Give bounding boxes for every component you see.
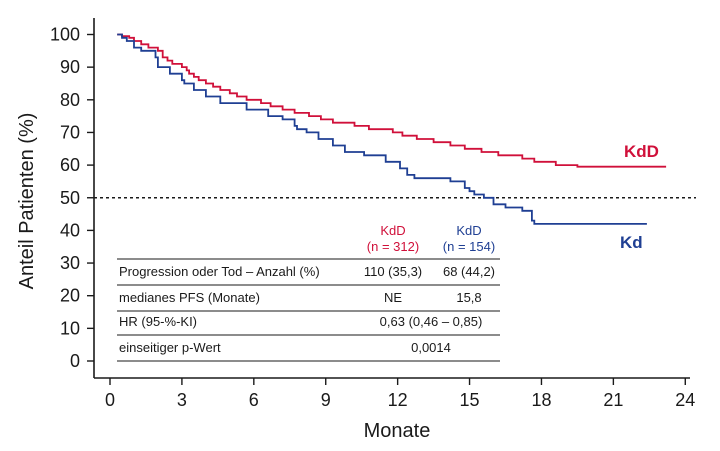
table-row-label: Progression oder Tod – Anzahl (%) xyxy=(119,264,320,279)
table-header-kdd-name: KdD xyxy=(380,223,405,238)
table-background xyxy=(112,215,502,363)
y-tick-label: 20 xyxy=(60,286,80,306)
x-axis-title: Monate xyxy=(364,420,431,442)
x-tick-label: 3 xyxy=(177,390,187,410)
table-cell-kd: 15,8 xyxy=(456,290,481,305)
series-label-kdd: KdD xyxy=(624,142,659,161)
table-row-label: einseitiger p-Wert xyxy=(119,340,221,355)
y-tick-label: 0 xyxy=(70,351,80,371)
y-axis-title: Anteil Patienten (%) xyxy=(16,113,38,290)
stats-table: KdD (n = 312) KdD (n = 154) Progression … xyxy=(112,215,502,363)
series-group xyxy=(117,33,667,225)
y-tick-label: 40 xyxy=(60,220,80,240)
table-row-label: HR (95-%-KI) xyxy=(119,314,197,329)
y-tick-label: 100 xyxy=(50,25,80,45)
table-cell-kd: 68 (44,2) xyxy=(443,264,495,279)
series-line-kd xyxy=(117,33,647,225)
table-cell-merged: 0,0014 xyxy=(411,340,451,355)
x-tick-label: 21 xyxy=(603,390,623,410)
y-tick-label: 50 xyxy=(60,188,80,208)
y-tick-labels: 0 10 20 30 40 50 60 70 80 90 100 xyxy=(50,25,94,371)
x-tick-label: 12 xyxy=(388,390,408,410)
table-cell-merged: 0,63 (0,46 – 0,85) xyxy=(380,314,483,329)
y-tick-label: 60 xyxy=(60,155,80,175)
series-label-kd: Kd xyxy=(620,233,643,252)
table-row-label: medianes PFS (Monate) xyxy=(119,290,260,305)
series-line-kdd xyxy=(117,33,667,168)
table-header-kd-name: KdD xyxy=(456,223,481,238)
y-tick-label: 90 xyxy=(60,57,80,77)
x-tick-label: 18 xyxy=(531,390,551,410)
x-tick-label: 15 xyxy=(460,390,480,410)
y-tick-label: 10 xyxy=(60,318,80,338)
y-tick-label: 80 xyxy=(60,90,80,110)
x-tick-label: 9 xyxy=(321,390,331,410)
x-tick-label: 0 xyxy=(105,390,115,410)
x-tick-label: 6 xyxy=(249,390,259,410)
x-tick-label: 24 xyxy=(675,390,695,410)
y-tick-label: 30 xyxy=(60,253,80,273)
y-tick-label: 70 xyxy=(60,122,80,142)
x-tick-labels: 0 3 6 9 12 15 18 21 24 xyxy=(105,378,695,410)
table-cell-kdd: NE xyxy=(384,290,402,305)
table-cell-kdd: 110 (35,3) xyxy=(364,264,422,279)
table-header-kdd-n: (n = 312) xyxy=(367,239,419,254)
table-header-kd-n: (n = 154) xyxy=(443,239,495,254)
